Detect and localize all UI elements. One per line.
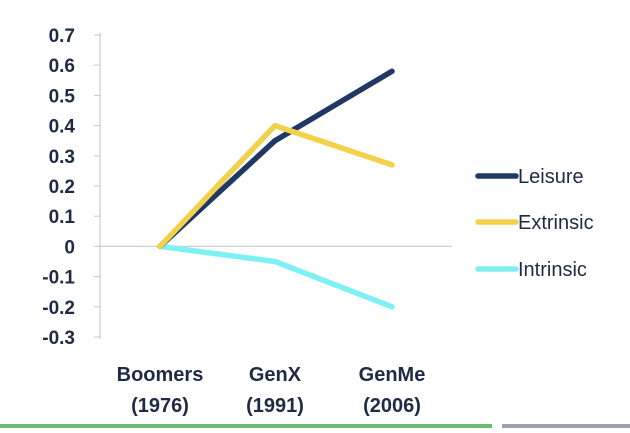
x-category-label: Boomers (1976) [117,364,204,417]
axes [99,33,452,339]
legend-label-leisure: Leisure [518,166,584,188]
y-tick-label: 0 [64,237,75,258]
bottom-bar-secondary [502,424,630,428]
series-lines [157,68,395,310]
y-tick-labels: 0.7 0.6 0.5 0.4 0.3 0.2 0.1 0 -0.1 -0.2 -0.3 [42,26,100,349]
y-tick-label: 0.3 [49,147,75,168]
x-category-labels: Boomers (1976) GenX (1991) GenMe (2006) [117,364,426,417]
legend-label-intrinsic: Intrinsic [518,259,587,281]
y-tick-label: -0.3 [42,328,75,349]
series-line-intrinsic [157,243,395,310]
legend-label-extrinsic: Extrinsic [518,212,594,234]
x-category-label: GenMe (2006) [359,364,426,417]
y-tick-label: 0.1 [49,207,76,228]
y-tick-label: 0.2 [49,177,75,198]
series-line-leisure [157,68,395,250]
bottom-progress-bar [0,424,492,428]
y-tick-label: -0.2 [42,298,75,319]
y-tick-label: 0.7 [49,26,75,47]
y-tick-label: -0.1 [42,268,75,289]
y-tick-label: 0.5 [49,86,76,107]
series-line-extrinsic [157,122,395,250]
y-tick-label: 0.4 [49,117,76,138]
legend: Leisure Extrinsic Intrinsic [475,166,594,281]
y-tick-label: 0.6 [49,56,75,77]
x-category-label: GenX (1991) [246,364,304,417]
